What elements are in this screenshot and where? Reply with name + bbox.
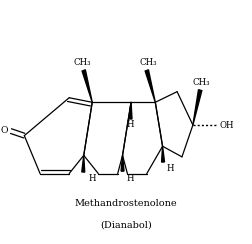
Polygon shape	[129, 102, 132, 119]
Text: CH₃: CH₃	[139, 58, 156, 67]
Text: (Dianabol): (Dianabol)	[100, 221, 151, 230]
Polygon shape	[82, 70, 92, 102]
Polygon shape	[145, 70, 155, 102]
Polygon shape	[192, 90, 201, 125]
Text: H: H	[88, 174, 95, 183]
Polygon shape	[161, 146, 164, 162]
Text: H: H	[127, 173, 134, 183]
Text: OH: OH	[218, 121, 233, 130]
Text: Methandrostenolone: Methandrostenolone	[75, 199, 177, 208]
Text: H: H	[125, 121, 133, 130]
Polygon shape	[81, 155, 84, 172]
Text: CH₃: CH₃	[73, 58, 91, 67]
Text: H: H	[166, 164, 174, 173]
Polygon shape	[121, 155, 123, 171]
Text: CH₃: CH₃	[192, 78, 209, 87]
Text: O: O	[0, 126, 8, 135]
